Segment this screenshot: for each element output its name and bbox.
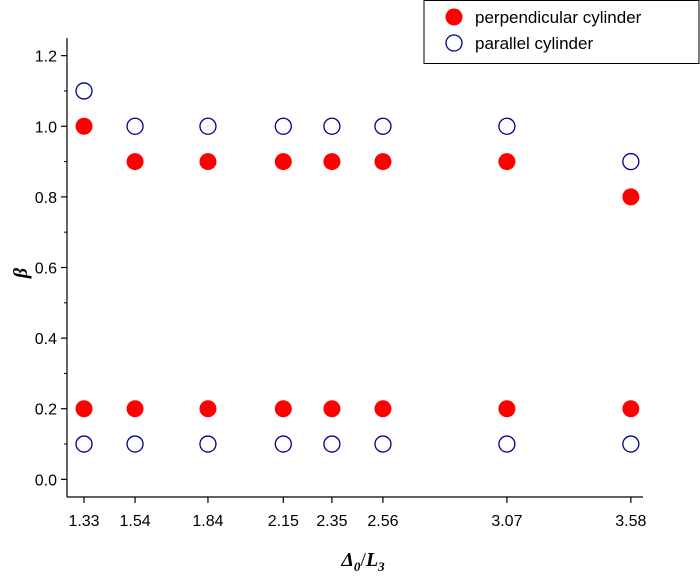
perpendicular-cylinder-point — [75, 400, 93, 418]
x-tick-label: 3.58 — [615, 513, 646, 530]
x-tick-label: 1.84 — [192, 513, 223, 530]
parallel-cylinder-point — [75, 435, 93, 453]
legend-marker-perpendicular — [445, 8, 463, 26]
parallel-cylinder-point — [622, 152, 640, 171]
legend: perpendicular cylinder parallel cylinder — [423, 0, 700, 64]
parallel-cylinder-point — [374, 117, 392, 135]
x-tick-label: 1.33 — [68, 513, 99, 530]
parallel-cylinder-point — [622, 435, 640, 453]
legend-label-perpendicular: perpendicular cylinder — [475, 8, 642, 27]
perpendicular-cylinder-point — [374, 400, 392, 418]
y-tick-label: 0.4 — [35, 331, 57, 348]
perpendicular-cylinder-point — [274, 153, 292, 171]
perpendicular-cylinder-point — [199, 400, 217, 418]
perpendicular-cylinder-point — [622, 188, 640, 206]
x-axis-title: Δ0/L3 — [340, 549, 385, 574]
x-tick-label: 3.07 — [491, 513, 522, 530]
parallel-cylinder-point — [199, 117, 217, 135]
x-axis-title-slash: / — [360, 549, 366, 571]
x-axis-title-sub2: 3 — [377, 559, 385, 574]
y-tick-label: 1.0 — [35, 119, 57, 136]
y-tick-label: 0.0 — [35, 472, 57, 489]
parallel-cylinder-point — [199, 435, 217, 453]
parallel-cylinder-point — [274, 435, 292, 453]
y-tick-label: 0.8 — [35, 190, 57, 207]
x-tick-label: 2.15 — [268, 513, 299, 530]
perpendicular-cylinder-point — [274, 400, 292, 418]
x-axis-title-l: L — [365, 549, 378, 571]
perpendicular-cylinder-point — [498, 400, 516, 418]
y-tick-label: 0.2 — [35, 402, 57, 419]
legend-box — [423, 0, 700, 64]
parallel-cylinder-point — [374, 435, 392, 453]
parallel-cylinder-point — [498, 117, 516, 135]
perpendicular-cylinder-point — [126, 400, 144, 418]
perpendicular-cylinder-point — [75, 117, 93, 135]
parallel-cylinder-point — [323, 117, 341, 135]
axes — [66, 38, 643, 498]
parallel-cylinder-point — [498, 435, 516, 453]
perpendicular-cylinder-point — [374, 153, 392, 171]
parallel-cylinder-point — [126, 435, 144, 453]
x-tick-label: 2.35 — [316, 513, 347, 530]
x-tick-label: 2.56 — [367, 513, 398, 530]
perpendicular-cylinder-point — [199, 153, 217, 171]
perpendicular-cylinder-point — [323, 400, 341, 418]
y-tick-label: 0.6 — [35, 261, 57, 278]
y-axis-title: β — [10, 267, 32, 279]
x-axis-title-delta: Δ — [340, 549, 354, 571]
perpendicular-cylinder-point — [126, 153, 144, 171]
legend-marker-parallel — [445, 34, 463, 52]
y-axis-ticks: 0.0 0.2 0.4 0.6 0.8 1.0 1.2 — [35, 49, 67, 489]
legend-label-parallel: parallel cylinder — [475, 34, 593, 53]
x-axis-ticks: 1.33 1.54 1.84 2.15 2.35 2.56 3.07 3.58 — [68, 497, 647, 530]
parallel-cylinder-point — [75, 82, 93, 100]
parallel-cylinder-point — [126, 117, 144, 135]
data-points — [75, 82, 640, 453]
parallel-cylinder-point — [323, 435, 341, 453]
y-tick-label: 1.2 — [35, 49, 57, 66]
parallel-cylinder-point — [274, 117, 292, 135]
perpendicular-cylinder-point — [498, 153, 516, 171]
perpendicular-cylinder-point — [323, 153, 341, 171]
x-tick-label: 1.54 — [119, 513, 150, 530]
perpendicular-cylinder-point — [622, 400, 640, 418]
x-axis-title-sub1: 0 — [354, 559, 361, 574]
